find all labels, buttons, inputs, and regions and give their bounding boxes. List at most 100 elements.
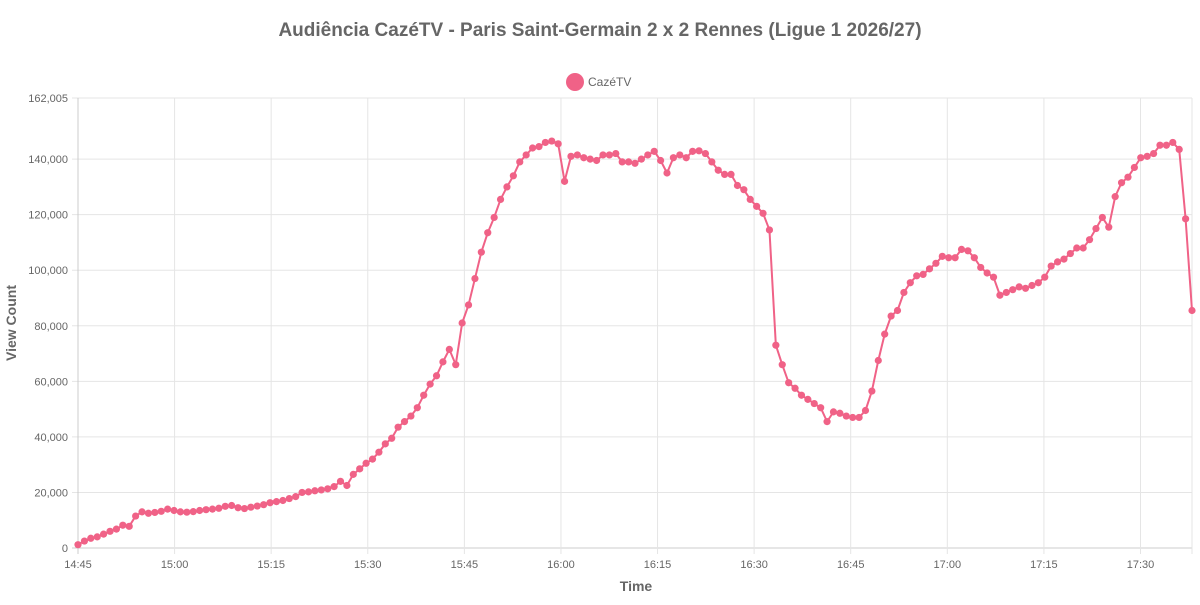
data-point[interactable] xyxy=(439,358,447,366)
data-point[interactable] xyxy=(1066,249,1074,258)
data-point[interactable] xyxy=(733,181,742,190)
data-point[interactable] xyxy=(695,147,703,155)
data-point[interactable] xyxy=(189,508,197,516)
data-point[interactable] xyxy=(983,269,991,277)
data-point[interactable] xyxy=(317,486,325,494)
data-point[interactable] xyxy=(260,501,268,509)
data-point[interactable] xyxy=(829,408,838,416)
data-point[interactable] xyxy=(381,440,389,448)
data-point[interactable] xyxy=(906,279,914,287)
data-point[interactable] xyxy=(1130,163,1138,172)
data-point[interactable] xyxy=(292,493,300,501)
data-point[interactable] xyxy=(452,361,460,369)
data-point[interactable] xyxy=(714,166,722,174)
data-point[interactable] xyxy=(125,522,133,530)
data-point[interactable] xyxy=(644,151,652,159)
data-point[interactable] xyxy=(1124,173,1132,181)
data-point[interactable] xyxy=(919,270,927,278)
data-point[interactable] xyxy=(1041,273,1049,281)
data-point[interactable] xyxy=(426,380,434,388)
data-point[interactable] xyxy=(925,265,934,273)
data-point[interactable] xyxy=(836,409,844,417)
data-point[interactable] xyxy=(164,505,172,513)
data-point[interactable] xyxy=(753,202,761,210)
data-point[interactable] xyxy=(202,506,210,514)
data-point[interactable] xyxy=(804,395,812,403)
data-point[interactable] xyxy=(176,508,185,516)
data-point[interactable] xyxy=(887,312,895,320)
data-point[interactable] xyxy=(170,506,178,515)
data-point[interactable] xyxy=(893,306,902,315)
data-point[interactable] xyxy=(106,527,114,535)
data-point[interactable] xyxy=(791,384,799,392)
data-point[interactable] xyxy=(810,399,818,408)
data-point[interactable] xyxy=(1156,141,1164,149)
data-point[interactable] xyxy=(138,508,146,516)
data-point[interactable] xyxy=(1143,152,1151,160)
data-point[interactable] xyxy=(490,213,498,222)
data-point[interactable] xyxy=(1028,281,1036,290)
data-point[interactable] xyxy=(1182,215,1190,223)
data-point[interactable] xyxy=(522,151,530,159)
data-point[interactable] xyxy=(196,506,204,515)
data-point[interactable] xyxy=(1047,262,1055,270)
data-point[interactable] xyxy=(676,151,684,159)
legend[interactable]: CazéTV xyxy=(566,73,631,91)
data-point[interactable] xyxy=(964,247,972,255)
data-point[interactable] xyxy=(881,330,889,338)
data-point[interactable] xyxy=(279,496,287,505)
data-point[interactable] xyxy=(900,288,908,297)
data-point[interactable] xyxy=(93,533,101,541)
data-point[interactable] xyxy=(996,291,1004,299)
data-point[interactable] xyxy=(496,195,505,203)
data-point[interactable] xyxy=(1009,286,1017,294)
data-point[interactable] xyxy=(394,423,402,431)
data-point[interactable] xyxy=(87,534,95,542)
data-point[interactable] xyxy=(625,158,633,166)
data-point[interactable] xyxy=(304,488,313,496)
data-point[interactable] xyxy=(208,505,217,513)
data-point[interactable] xyxy=(977,263,985,272)
data-point[interactable] xyxy=(913,272,921,280)
data-point[interactable] xyxy=(100,530,108,538)
data-point[interactable] xyxy=(484,229,492,237)
data-point[interactable] xyxy=(349,470,357,478)
data-point[interactable] xyxy=(388,434,396,442)
data-point[interactable] xyxy=(80,537,88,545)
data-point[interactable] xyxy=(778,361,786,369)
data-point[interactable] xyxy=(471,274,479,283)
data-point[interactable] xyxy=(119,521,127,529)
data-point[interactable] xyxy=(336,477,345,485)
data-point[interactable] xyxy=(599,151,607,159)
data-point[interactable] xyxy=(573,151,581,159)
data-point[interactable] xyxy=(509,172,517,180)
data-point[interactable] xyxy=(157,507,165,515)
data-point[interactable] xyxy=(765,226,774,234)
data-point[interactable] xyxy=(285,494,293,503)
data-point[interactable] xyxy=(324,485,332,493)
data-point[interactable] xyxy=(868,387,876,395)
data-point[interactable] xyxy=(1092,224,1100,233)
data-point[interactable] xyxy=(234,504,242,512)
data-point[interactable] xyxy=(580,154,588,162)
data-point[interactable] xyxy=(1188,306,1196,315)
data-point[interactable] xyxy=(311,487,319,495)
data-point[interactable] xyxy=(932,259,940,267)
data-point[interactable] xyxy=(701,149,710,158)
data-point[interactable] xyxy=(1021,284,1030,292)
data-point[interactable] xyxy=(144,509,153,517)
data-point[interactable] xyxy=(689,147,697,155)
data-point[interactable] xyxy=(989,273,998,281)
data-point[interactable] xyxy=(951,254,959,262)
data-point[interactable] xyxy=(708,158,716,166)
data-point[interactable] xyxy=(516,158,524,166)
data-point[interactable] xyxy=(541,138,549,147)
data-point[interactable] xyxy=(272,498,281,506)
data-point[interactable] xyxy=(132,512,140,520)
data-point[interactable] xyxy=(637,155,646,163)
data-point[interactable] xyxy=(759,209,767,217)
data-point[interactable] xyxy=(657,156,665,165)
data-point[interactable] xyxy=(215,504,223,512)
data-point[interactable] xyxy=(631,159,639,167)
data-point[interactable] xyxy=(356,465,364,473)
